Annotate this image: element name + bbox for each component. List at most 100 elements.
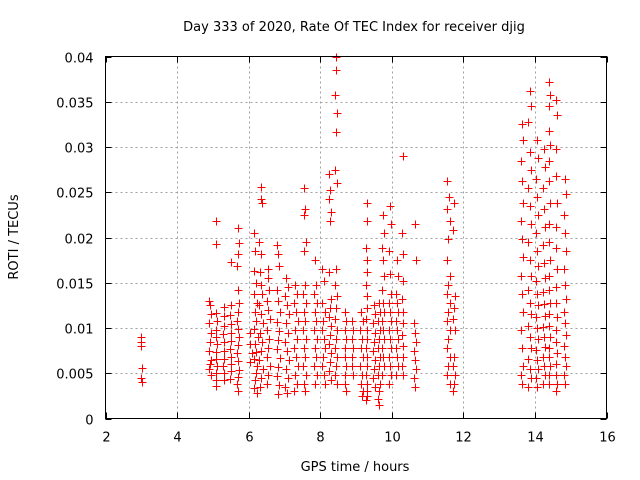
data-point	[206, 301, 215, 310]
data-point	[312, 317, 321, 326]
data-point	[257, 374, 266, 383]
data-point	[518, 120, 527, 129]
data-point	[325, 195, 334, 204]
data-point	[226, 345, 235, 354]
data-point	[545, 344, 554, 353]
data-point	[392, 290, 401, 299]
data-point	[264, 371, 273, 380]
data-point	[252, 317, 261, 326]
data-point	[220, 355, 229, 364]
data-point	[257, 310, 266, 319]
data-point	[412, 365, 421, 374]
data-point	[205, 297, 214, 306]
data-point	[394, 272, 403, 281]
data-point	[552, 283, 561, 292]
x-tick-label: 8	[316, 431, 324, 446]
data-point	[290, 387, 299, 396]
data-point	[444, 335, 453, 344]
data-point	[292, 353, 301, 362]
data-point	[369, 347, 378, 356]
y-tick-label: 0.015	[56, 278, 93, 293]
data-points	[137, 53, 571, 410]
data-point	[562, 295, 571, 304]
data-point	[363, 304, 372, 313]
y-tick-labels: 0 0.005 0.01 0.015 0.02 0.025 0.03 0.035 0.04	[56, 52, 93, 429]
data-point	[318, 326, 327, 335]
data-point	[394, 335, 403, 344]
data-point	[450, 199, 459, 208]
data-point	[519, 308, 528, 317]
data-point	[264, 306, 273, 315]
data-point	[333, 326, 342, 335]
data-point	[264, 344, 273, 353]
data-point	[282, 274, 291, 283]
data-point	[300, 184, 309, 193]
data-point	[540, 205, 549, 214]
data-point	[332, 265, 341, 274]
data-point	[527, 102, 536, 111]
data-point	[313, 335, 322, 344]
data-point	[302, 299, 311, 308]
data-point	[326, 186, 335, 195]
data-point	[312, 353, 321, 362]
data-point	[376, 380, 385, 389]
data-point	[263, 380, 272, 389]
data-point	[362, 315, 371, 324]
data-point	[348, 362, 357, 371]
data-point	[325, 340, 334, 349]
data-point	[263, 326, 272, 335]
data-point	[301, 387, 310, 396]
data-point	[293, 380, 302, 389]
data-point	[450, 353, 459, 362]
data-point	[333, 179, 342, 188]
data-point	[393, 256, 402, 265]
data-point	[273, 286, 282, 295]
data-point	[450, 304, 459, 313]
data-point	[451, 326, 460, 335]
data-point	[369, 319, 378, 328]
data-point	[255, 238, 264, 247]
data-point	[206, 338, 215, 347]
data-point	[283, 347, 292, 356]
data-point	[552, 371, 561, 380]
y-axis-title: ROTI / TECUs	[7, 194, 22, 279]
data-point	[562, 331, 571, 340]
data-point	[518, 380, 527, 389]
data-point	[257, 195, 266, 204]
data-point	[274, 250, 283, 259]
data-point	[233, 317, 242, 326]
data-point	[264, 274, 273, 283]
data-point	[363, 380, 372, 389]
data-point	[302, 238, 311, 247]
x-tick-label: 10	[384, 431, 401, 446]
data-point	[534, 335, 543, 344]
data-point	[446, 272, 455, 281]
data-point	[251, 340, 260, 349]
data-point	[553, 313, 562, 322]
data-point	[212, 382, 221, 391]
x-tick-label: 2	[102, 431, 110, 446]
data-point	[285, 356, 294, 365]
data-point	[411, 329, 420, 338]
data-point	[399, 371, 408, 380]
data-point	[444, 235, 453, 244]
data-point	[532, 374, 541, 383]
data-point	[293, 335, 302, 344]
data-point	[332, 304, 341, 313]
data-point	[534, 211, 543, 220]
data-point	[276, 354, 285, 363]
data-point	[526, 333, 535, 342]
data-point	[333, 292, 342, 301]
data-point	[540, 259, 549, 268]
data-point	[234, 224, 243, 233]
data-point	[311, 380, 320, 389]
data-point	[552, 326, 561, 335]
data-point	[526, 87, 535, 96]
data-point	[226, 375, 235, 384]
data-point	[410, 374, 419, 383]
data-point	[326, 331, 335, 340]
data-point	[284, 329, 293, 338]
data-point	[311, 256, 320, 265]
data-point	[137, 374, 146, 383]
data-point	[302, 371, 311, 380]
